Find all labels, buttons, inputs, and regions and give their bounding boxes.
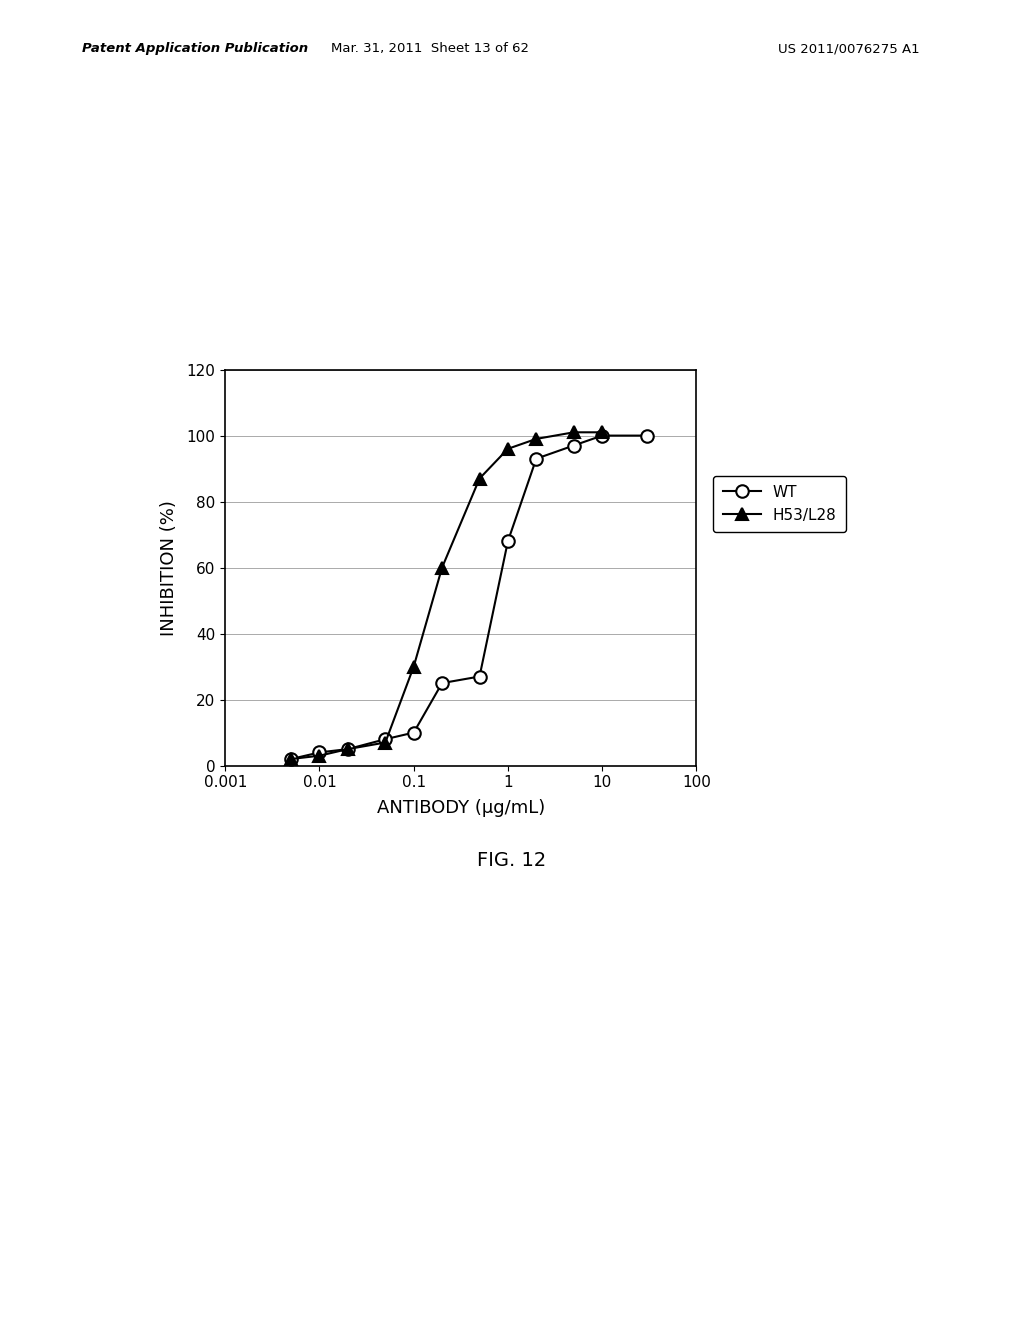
H53/L28	[596, 425, 608, 441]
H53/L28	[530, 430, 543, 446]
X-axis label: ANTIBODY (μg/mL): ANTIBODY (μg/mL)	[377, 799, 545, 817]
H53/L28	[285, 751, 297, 767]
H53/L28	[473, 471, 485, 487]
WT	[530, 451, 543, 467]
Text: US 2011/0076275 A1: US 2011/0076275 A1	[778, 42, 920, 55]
Legend: WT, H53/L28: WT, H53/L28	[714, 477, 846, 532]
Line: WT: WT	[285, 429, 653, 766]
WT	[473, 668, 485, 684]
H53/L28	[502, 441, 514, 457]
WT	[596, 428, 608, 444]
WT	[567, 438, 580, 454]
WT	[379, 731, 391, 747]
WT	[641, 428, 653, 444]
WT	[313, 744, 326, 760]
H53/L28	[342, 742, 354, 758]
H53/L28	[313, 747, 326, 763]
Y-axis label: INHIBITION (%): INHIBITION (%)	[161, 500, 178, 635]
H53/L28	[379, 734, 391, 750]
WT	[342, 742, 354, 758]
WT	[502, 533, 514, 549]
WT	[285, 751, 297, 767]
Text: Mar. 31, 2011  Sheet 13 of 62: Mar. 31, 2011 Sheet 13 of 62	[331, 42, 529, 55]
Line: H53/L28: H53/L28	[285, 426, 608, 766]
Text: Patent Application Publication: Patent Application Publication	[82, 42, 308, 55]
WT	[436, 676, 449, 692]
H53/L28	[567, 425, 580, 441]
WT	[408, 725, 420, 741]
H53/L28	[436, 560, 449, 576]
Text: FIG. 12: FIG. 12	[477, 851, 547, 870]
H53/L28	[408, 659, 420, 675]
